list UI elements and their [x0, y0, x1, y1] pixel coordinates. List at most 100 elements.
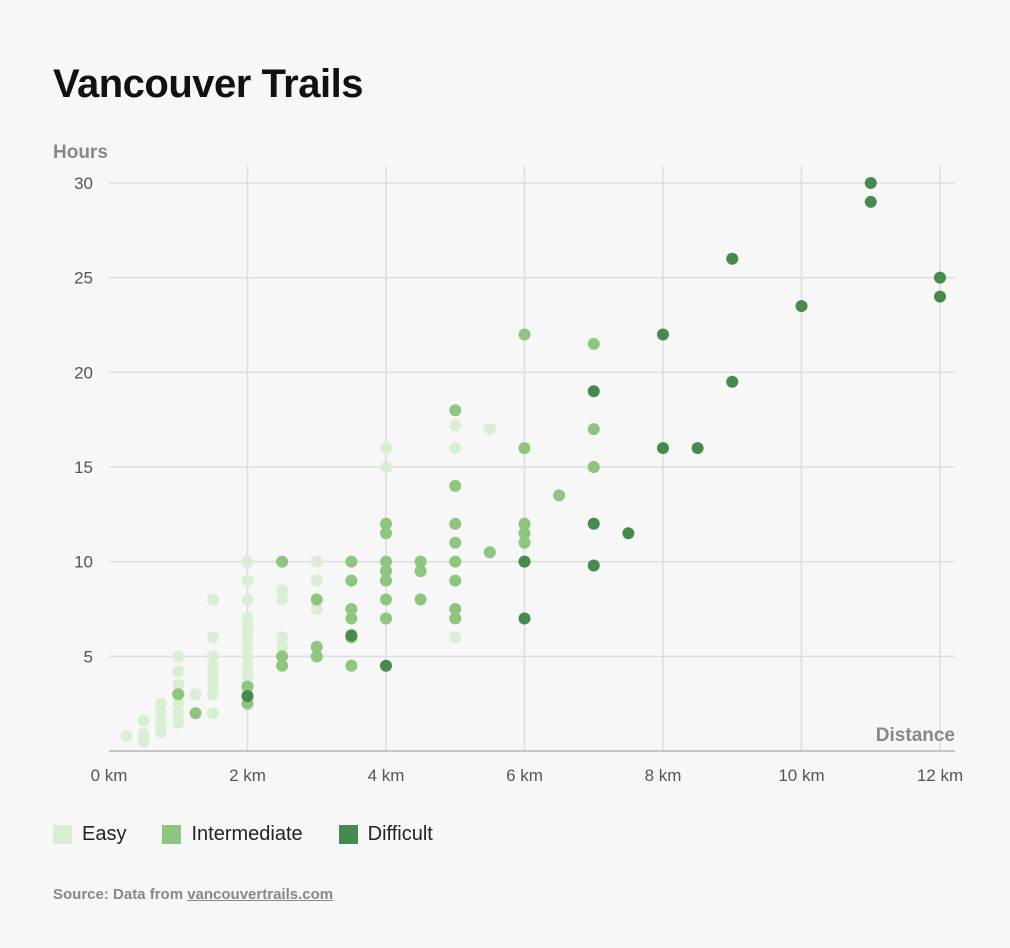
- data-point-easy[interactable]: [206, 688, 219, 701]
- data-point-easy[interactable]: [120, 729, 133, 742]
- data-point-easy[interactable]: [172, 716, 185, 729]
- data-point-difficult[interactable]: [241, 690, 254, 703]
- data-point-intermediate[interactable]: [380, 565, 392, 578]
- data-point-difficult[interactable]: [657, 442, 669, 455]
- data-point-intermediate[interactable]: [587, 461, 600, 473]
- data-point-easy[interactable]: [137, 714, 150, 727]
- data-point-difficult[interactable]: [726, 375, 739, 388]
- data-point-intermediate[interactable]: [449, 603, 462, 615]
- data-point-easy[interactable]: [154, 716, 167, 729]
- data-point-easy[interactable]: [276, 593, 289, 606]
- data-point-easy[interactable]: [241, 555, 254, 568]
- data-point-difficult[interactable]: [518, 555, 531, 568]
- data-point-intermediate[interactable]: [380, 527, 392, 540]
- data-point-easy[interactable]: [310, 574, 323, 587]
- source-link[interactable]: vancouvertrails.com: [187, 886, 334, 903]
- data-point-intermediate[interactable]: [553, 489, 566, 502]
- data-point-intermediate[interactable]: [449, 404, 462, 417]
- data-point-intermediate[interactable]: [241, 680, 254, 693]
- data-point-intermediate[interactable]: [276, 555, 289, 568]
- legend-item-easy[interactable]: Easy: [53, 823, 126, 846]
- data-point-intermediate[interactable]: [345, 574, 358, 587]
- data-point-difficult[interactable]: [587, 559, 600, 572]
- data-point-intermediate[interactable]: [310, 593, 323, 606]
- data-point-intermediate[interactable]: [518, 328, 531, 341]
- data-point-intermediate[interactable]: [345, 555, 358, 568]
- data-point-easy[interactable]: [241, 593, 254, 606]
- data-point-difficult[interactable]: [345, 629, 358, 642]
- data-point-easy[interactable]: [449, 631, 462, 644]
- data-point-easy[interactable]: [241, 659, 254, 672]
- data-point-intermediate[interactable]: [449, 517, 462, 530]
- data-point-difficult[interactable]: [934, 271, 946, 284]
- data-point-intermediate[interactable]: [518, 442, 531, 455]
- data-point-easy[interactable]: [154, 697, 167, 710]
- data-point-easy[interactable]: [241, 574, 254, 587]
- data-point-easy[interactable]: [172, 665, 185, 678]
- data-point-intermediate[interactable]: [380, 555, 392, 568]
- data-point-easy[interactable]: [380, 461, 392, 473]
- data-point-easy[interactable]: [206, 650, 219, 663]
- data-point-difficult[interactable]: [795, 300, 808, 313]
- data-point-easy[interactable]: [241, 612, 254, 625]
- data-point-easy[interactable]: [172, 650, 185, 663]
- data-point-easy[interactable]: [206, 631, 219, 644]
- data-point-intermediate[interactable]: [345, 603, 358, 615]
- data-point-difficult[interactable]: [518, 612, 531, 625]
- data-point-easy[interactable]: [449, 442, 462, 455]
- data-point-intermediate[interactable]: [380, 574, 392, 587]
- data-point-intermediate[interactable]: [587, 423, 600, 436]
- data-point-difficult[interactable]: [934, 290, 946, 303]
- data-point-easy[interactable]: [449, 419, 462, 432]
- data-point-easy[interactable]: [241, 669, 254, 682]
- data-point-intermediate[interactable]: [189, 707, 202, 720]
- data-point-intermediate[interactable]: [276, 659, 289, 672]
- data-point-easy[interactable]: [206, 678, 219, 691]
- legend-item-intermediate[interactable]: Intermediate: [162, 823, 303, 846]
- data-point-intermediate[interactable]: [414, 565, 427, 578]
- data-point-easy[interactable]: [154, 707, 167, 720]
- data-point-intermediate[interactable]: [172, 688, 185, 701]
- data-point-easy[interactable]: [137, 727, 150, 740]
- data-point-easy[interactable]: [189, 688, 202, 701]
- data-point-difficult[interactable]: [587, 517, 600, 530]
- data-point-difficult[interactable]: [657, 328, 669, 341]
- data-point-intermediate[interactable]: [483, 546, 496, 559]
- data-point-intermediate[interactable]: [380, 517, 392, 530]
- data-point-intermediate[interactable]: [449, 536, 462, 549]
- data-point-difficult[interactable]: [691, 442, 704, 455]
- data-point-easy[interactable]: [241, 640, 254, 653]
- data-point-intermediate[interactable]: [310, 640, 323, 653]
- data-point-intermediate[interactable]: [449, 612, 462, 625]
- data-point-easy[interactable]: [276, 631, 289, 644]
- data-point-intermediate[interactable]: [449, 479, 462, 492]
- data-point-difficult[interactable]: [622, 527, 635, 540]
- data-point-intermediate[interactable]: [345, 659, 358, 672]
- data-point-easy[interactable]: [206, 707, 219, 720]
- data-point-easy[interactable]: [380, 442, 392, 455]
- data-point-intermediate[interactable]: [449, 574, 462, 587]
- data-point-intermediate[interactable]: [380, 593, 392, 606]
- data-point-easy[interactable]: [206, 593, 219, 606]
- data-point-intermediate[interactable]: [449, 555, 462, 568]
- data-point-easy[interactable]: [172, 678, 185, 691]
- data-point-intermediate[interactable]: [310, 650, 323, 663]
- data-point-easy[interactable]: [276, 640, 289, 653]
- legend-item-difficult[interactable]: Difficult: [338, 823, 433, 846]
- data-point-intermediate[interactable]: [587, 337, 600, 350]
- data-point-easy[interactable]: [483, 423, 496, 436]
- data-point-intermediate[interactable]: [276, 650, 289, 663]
- data-point-easy[interactable]: [172, 707, 185, 720]
- data-point-intermediate[interactable]: [518, 517, 531, 530]
- data-point-intermediate[interactable]: [518, 527, 531, 540]
- data-point-easy[interactable]: [206, 669, 219, 682]
- data-point-intermediate[interactable]: [414, 593, 427, 606]
- data-point-intermediate[interactable]: [345, 612, 358, 625]
- data-point-intermediate[interactable]: [380, 612, 392, 625]
- data-point-easy[interactable]: [206, 659, 219, 672]
- data-point-difficult[interactable]: [587, 385, 600, 398]
- data-point-easy[interactable]: [241, 650, 254, 663]
- data-point-intermediate[interactable]: [518, 536, 531, 549]
- data-point-easy[interactable]: [276, 584, 289, 597]
- data-point-difficult[interactable]: [380, 659, 392, 672]
